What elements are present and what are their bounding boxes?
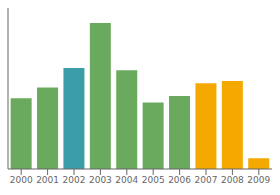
svg-text:2001: 2001 xyxy=(36,175,59,185)
svg-text:2003: 2003 xyxy=(89,175,112,185)
svg-text:2005: 2005 xyxy=(142,175,165,185)
svg-text:2000: 2000 xyxy=(10,175,33,185)
svg-text:2004: 2004 xyxy=(115,175,138,185)
svg-text:2009: 2009 xyxy=(247,175,270,185)
svg-text:2008: 2008 xyxy=(221,175,244,185)
svg-text:2007: 2007 xyxy=(195,175,218,185)
svg-text:2002: 2002 xyxy=(63,175,86,185)
svg-text:2006: 2006 xyxy=(168,175,191,185)
